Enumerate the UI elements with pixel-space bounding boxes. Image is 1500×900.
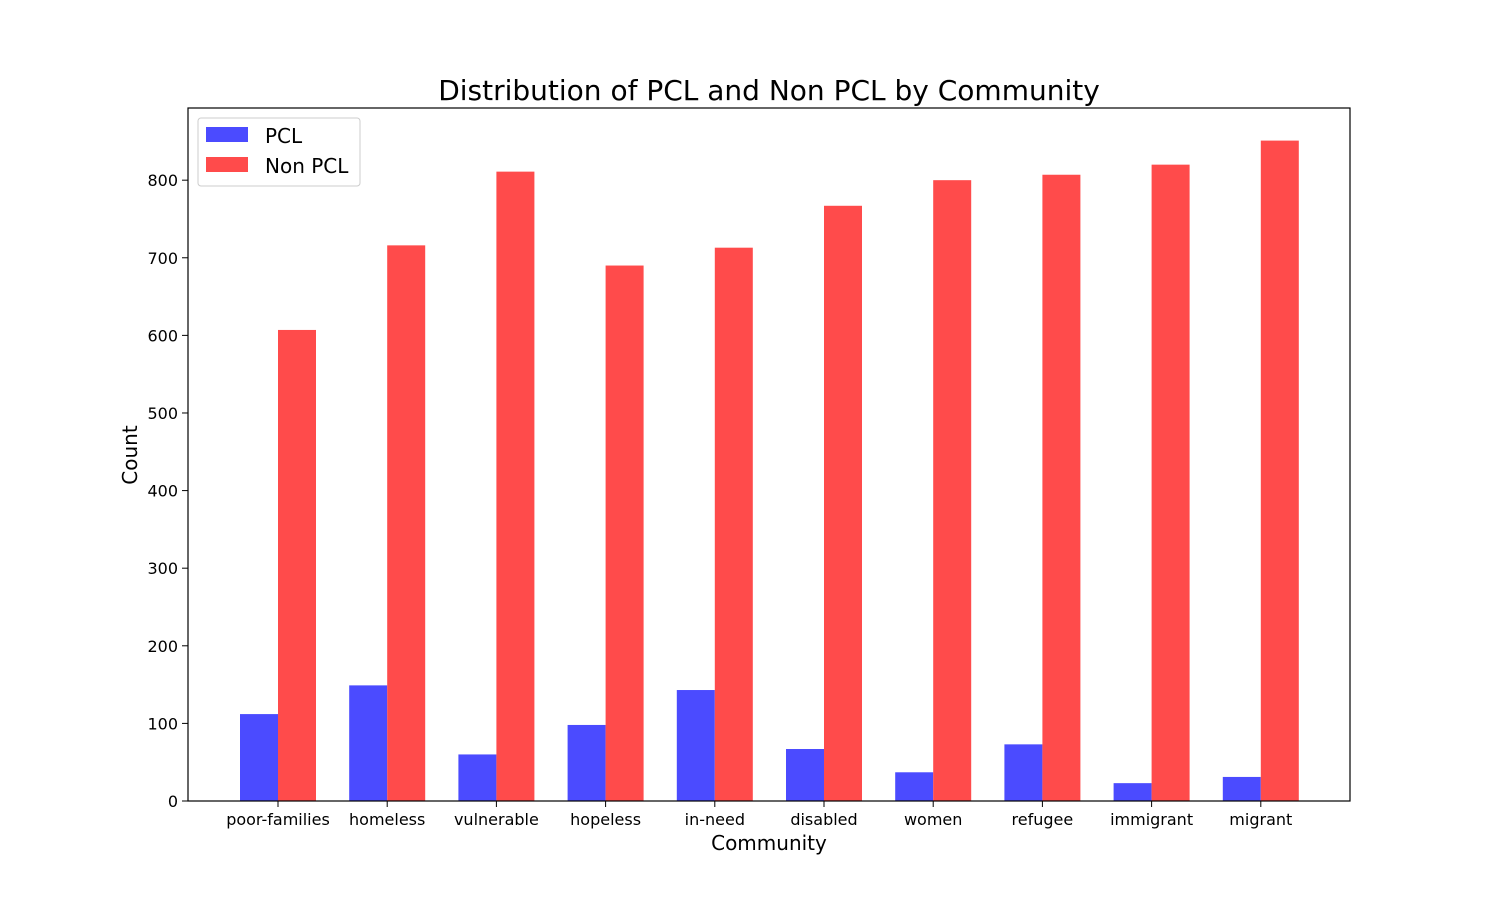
- legend-label-non-pcl: Non PCL: [265, 154, 349, 178]
- x-tick-label-disabled: disabled: [790, 810, 857, 829]
- legend-swatch-non-pcl: [206, 157, 248, 172]
- x-tick-label-refugee: refugee: [1012, 810, 1074, 829]
- bar-pcl-homeless: [349, 685, 388, 801]
- bar-pcl-in-need: [676, 690, 715, 801]
- legend: PCL Non PCL: [197, 117, 361, 187]
- bar-pcl-hopeless: [567, 724, 606, 801]
- y-tick-label: 200: [147, 637, 178, 656]
- x-tick-label-women: women: [904, 810, 962, 829]
- legend-label-pcl: PCL: [265, 124, 303, 148]
- x-axis: poor-families homeless vulnerable hopeless i…: [226, 801, 1292, 829]
- bar-non-pcl-refugee: [1042, 174, 1081, 801]
- bar-non-pcl-homeless: [387, 245, 426, 801]
- bar-non-pcl-migrant: [1260, 140, 1299, 801]
- bar-non-pcl-vulnerable: [496, 171, 535, 801]
- y-tick-label: 700: [147, 249, 178, 268]
- bar-pcl-disabled: [786, 749, 824, 801]
- y-tick-label: 100: [147, 714, 178, 733]
- bars-group: [240, 140, 1299, 801]
- y-axis-title: Count: [118, 425, 142, 485]
- bar-non-pcl-immigrant: [1151, 164, 1190, 801]
- bar-non-pcl-in-need: [714, 247, 753, 801]
- bar-pcl-refugee: [1004, 744, 1043, 801]
- x-tick-label-in-need: in-need: [685, 810, 745, 829]
- bar-pcl-migrant: [1222, 776, 1261, 801]
- y-tick-label: 400: [147, 482, 178, 501]
- bar-non-pcl-women: [933, 180, 972, 801]
- y-axis: 0 100 200 300 400 500 600 700 800: [147, 171, 188, 811]
- x-tick-label-immigrant: immigrant: [1110, 810, 1193, 829]
- chart-title: Distribution of PCL and Non PCL by Commu…: [438, 74, 1100, 107]
- y-tick-label: 600: [147, 326, 178, 345]
- x-tick-label-hopeless: hopeless: [570, 810, 641, 829]
- bar-pcl-vulnerable: [458, 754, 497, 801]
- bar-pcl-poor-families: [240, 714, 278, 801]
- plot-frame: [187, 107, 1351, 802]
- y-tick-label: 800: [147, 171, 178, 190]
- bar-pcl-immigrant: [1113, 783, 1152, 801]
- x-tick-label-homeless: homeless: [349, 810, 425, 829]
- bar-non-pcl-poor-families: [278, 329, 316, 801]
- y-tick-label: 300: [147, 559, 178, 578]
- bar-non-pcl-disabled: [824, 205, 862, 801]
- legend-swatch-pcl: [206, 127, 248, 142]
- x-tick-label-poor-families: poor-families: [226, 810, 330, 829]
- x-tick-label-vulnerable: vulnerable: [454, 810, 539, 829]
- x-axis-title: Community: [711, 831, 827, 855]
- y-tick-label: 0: [168, 792, 178, 811]
- bar-non-pcl-hopeless: [605, 265, 644, 801]
- x-tick-label-migrant: migrant: [1229, 810, 1292, 829]
- bar-pcl-women: [895, 772, 934, 801]
- y-tick-label: 500: [147, 404, 178, 423]
